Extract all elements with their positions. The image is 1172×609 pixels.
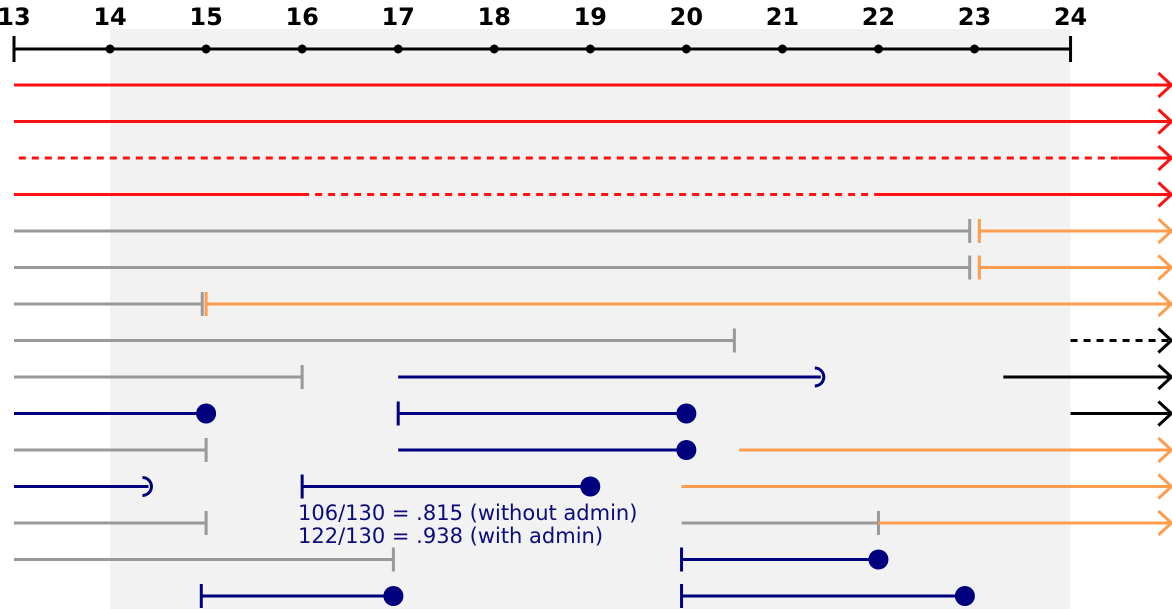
arrow-head <box>1157 473 1172 500</box>
axis-tick-label: 24 <box>1054 3 1087 31</box>
arrow-head <box>1157 363 1172 391</box>
interval-row <box>14 71 1172 99</box>
interval-row <box>14 181 1172 208</box>
annotation-line-2: 122/130 = .938 (with admin) <box>298 524 603 548</box>
interval-row <box>14 327 1172 354</box>
axis-tick-dot <box>105 44 115 54</box>
interval-row <box>14 290 1172 318</box>
interval-row <box>14 217 1172 245</box>
arrow-head <box>1157 290 1172 318</box>
interval-row <box>14 108 1172 135</box>
axis-tick-dot <box>873 44 883 54</box>
arrow-head <box>1157 254 1172 281</box>
axis-tick-label: 13 <box>0 3 31 31</box>
interval-row <box>14 509 1172 537</box>
arrow-head <box>1157 217 1172 245</box>
axis-tick-label: 18 <box>478 3 511 31</box>
end-dot-marker <box>676 440 697 460</box>
axis-tick-label: 16 <box>285 3 318 31</box>
interval-row <box>14 547 889 572</box>
axis-tick-label: 15 <box>189 3 222 31</box>
axis-tick-label: 20 <box>670 3 703 31</box>
end-dot-marker <box>383 586 404 606</box>
axis-tick-label: 22 <box>862 3 895 31</box>
hour-axis: 13 14 15 16 17 18 19 20 21 22 23 24 <box>0 3 1087 62</box>
axis-tick-dot <box>201 44 211 54</box>
axis-tick-label: 23 <box>958 3 991 31</box>
arrow-head <box>1157 509 1172 537</box>
axis-tick-dot <box>489 44 499 54</box>
interval-row <box>14 473 1172 500</box>
arrow-head <box>1157 181 1172 208</box>
accuracy-annotation: 106/130 = .815 (without admin) 122/130 =… <box>298 501 637 548</box>
end-dot-marker <box>196 403 217 424</box>
arrow-head <box>1157 71 1172 99</box>
axis-tick-label: 19 <box>574 3 607 31</box>
arrow-head <box>1157 327 1172 354</box>
shaded-region <box>110 29 1071 609</box>
axis-tick-dot <box>970 44 979 54</box>
interval-row <box>14 363 1172 391</box>
axis-tick-label: 14 <box>93 3 126 31</box>
interval-rows <box>14 71 1172 608</box>
arrow-head <box>1157 436 1172 464</box>
axis-tick-dot <box>777 44 787 54</box>
end-dot-marker <box>954 586 975 606</box>
arrow-head <box>1157 108 1172 135</box>
annotation-line-1: 106/130 = .815 (without admin) <box>298 501 637 525</box>
end-cup-marker <box>814 366 826 388</box>
axis-tick-label: 17 <box>381 3 414 31</box>
axis-tick-label: 21 <box>766 3 799 31</box>
interval-row <box>14 436 1172 464</box>
arrow-head <box>1157 144 1172 172</box>
interval-row <box>18 144 1172 172</box>
end-dot-marker <box>676 403 697 424</box>
axis-tick-dot <box>585 44 595 54</box>
end-dot-marker <box>580 476 601 497</box>
axis-tick-dot <box>681 44 691 54</box>
interval-row <box>14 400 1172 427</box>
interval-row <box>14 254 1172 281</box>
axis-tick-dot <box>297 44 307 54</box>
end-dot-marker <box>868 549 889 570</box>
arrow-head <box>1157 400 1172 427</box>
interval-row <box>199 584 975 608</box>
axis-tick-dot <box>393 44 403 54</box>
end-cup-marker <box>142 476 153 497</box>
